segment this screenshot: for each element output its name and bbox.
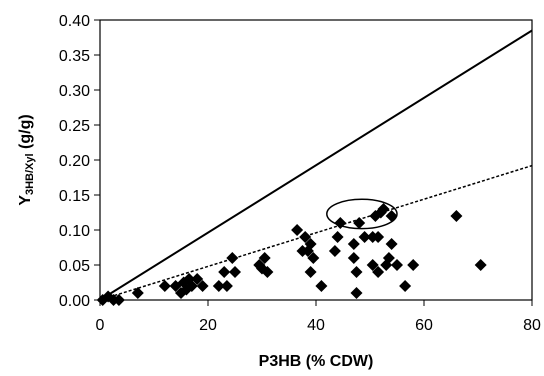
data-point	[196, 280, 209, 292]
data-point	[112, 294, 125, 306]
data-point	[258, 252, 271, 264]
y-tick-label: 0.25	[59, 118, 90, 135]
y-axis-title: Y3HB/Xyl (g/g)	[17, 114, 36, 205]
data-point	[212, 280, 225, 292]
y-axis-title-unit: (g/g)	[17, 114, 34, 153]
data-point	[391, 259, 403, 271]
y-axis-title-subscript: 3HB/Xyl	[24, 153, 36, 195]
y-tick-label: 0.10	[59, 223, 90, 240]
data-markers	[96, 203, 487, 306]
data-point	[385, 210, 398, 222]
x-tick-label: 20	[199, 317, 217, 334]
data-point	[304, 266, 317, 278]
data-point	[353, 217, 366, 229]
y-tick-label: 0.35	[59, 48, 90, 65]
y-tick-label: 0.05	[59, 258, 90, 275]
y-tick-label: 0.20	[59, 153, 90, 170]
data-point	[372, 266, 385, 278]
data-point	[299, 231, 312, 243]
reference-line-dashed	[99, 164, 533, 301]
reference-lines	[99, 29, 533, 301]
data-point	[315, 280, 328, 292]
data-point	[131, 287, 144, 299]
data-point	[307, 252, 320, 264]
x-axis-title: P3HB (% CDW)	[259, 353, 374, 370]
data-point	[474, 259, 487, 271]
data-point	[328, 245, 341, 257]
x-tick-label: 40	[307, 317, 325, 334]
data-point	[347, 252, 360, 264]
data-point	[358, 231, 371, 243]
data-point	[334, 217, 347, 229]
data-point	[399, 280, 412, 292]
data-point	[304, 238, 317, 250]
data-point	[191, 273, 204, 285]
data-point	[366, 259, 379, 271]
data-point	[347, 238, 360, 250]
data-point	[331, 231, 344, 243]
data-point	[372, 231, 385, 243]
x-tick-label: 0	[96, 317, 105, 334]
y-tick-label: 0.15	[59, 188, 90, 205]
y-tick-label: 0.30	[59, 83, 90, 100]
data-point	[350, 287, 363, 299]
data-point	[218, 266, 231, 278]
x-tick-label: 80	[523, 317, 541, 334]
x-axis-ticks: 0 20 40 60 80	[96, 300, 541, 334]
data-point	[291, 224, 304, 236]
data-point	[185, 280, 198, 292]
data-point	[261, 266, 274, 278]
data-point	[385, 238, 398, 250]
y-axis-ticks: 0.00 0.05 0.10 0.15 0.20 0.25 0.30 0.35 0.40	[59, 13, 100, 310]
y-tick-label: 0.40	[59, 13, 90, 30]
data-point	[350, 266, 363, 278]
data-point	[158, 280, 171, 292]
highlight-ellipse	[326, 198, 398, 230]
data-point	[407, 259, 420, 271]
reference-line-solid	[99, 29, 533, 301]
y-axis-title-main: Y	[17, 195, 34, 206]
x-tick-label: 60	[415, 317, 433, 334]
annotations	[326, 198, 398, 230]
y-tick-label: 0.00	[59, 293, 90, 310]
data-point	[229, 266, 241, 278]
data-point	[450, 210, 463, 222]
data-point	[377, 203, 390, 215]
data-point	[220, 280, 233, 292]
data-point	[382, 252, 395, 264]
data-point	[226, 252, 239, 264]
